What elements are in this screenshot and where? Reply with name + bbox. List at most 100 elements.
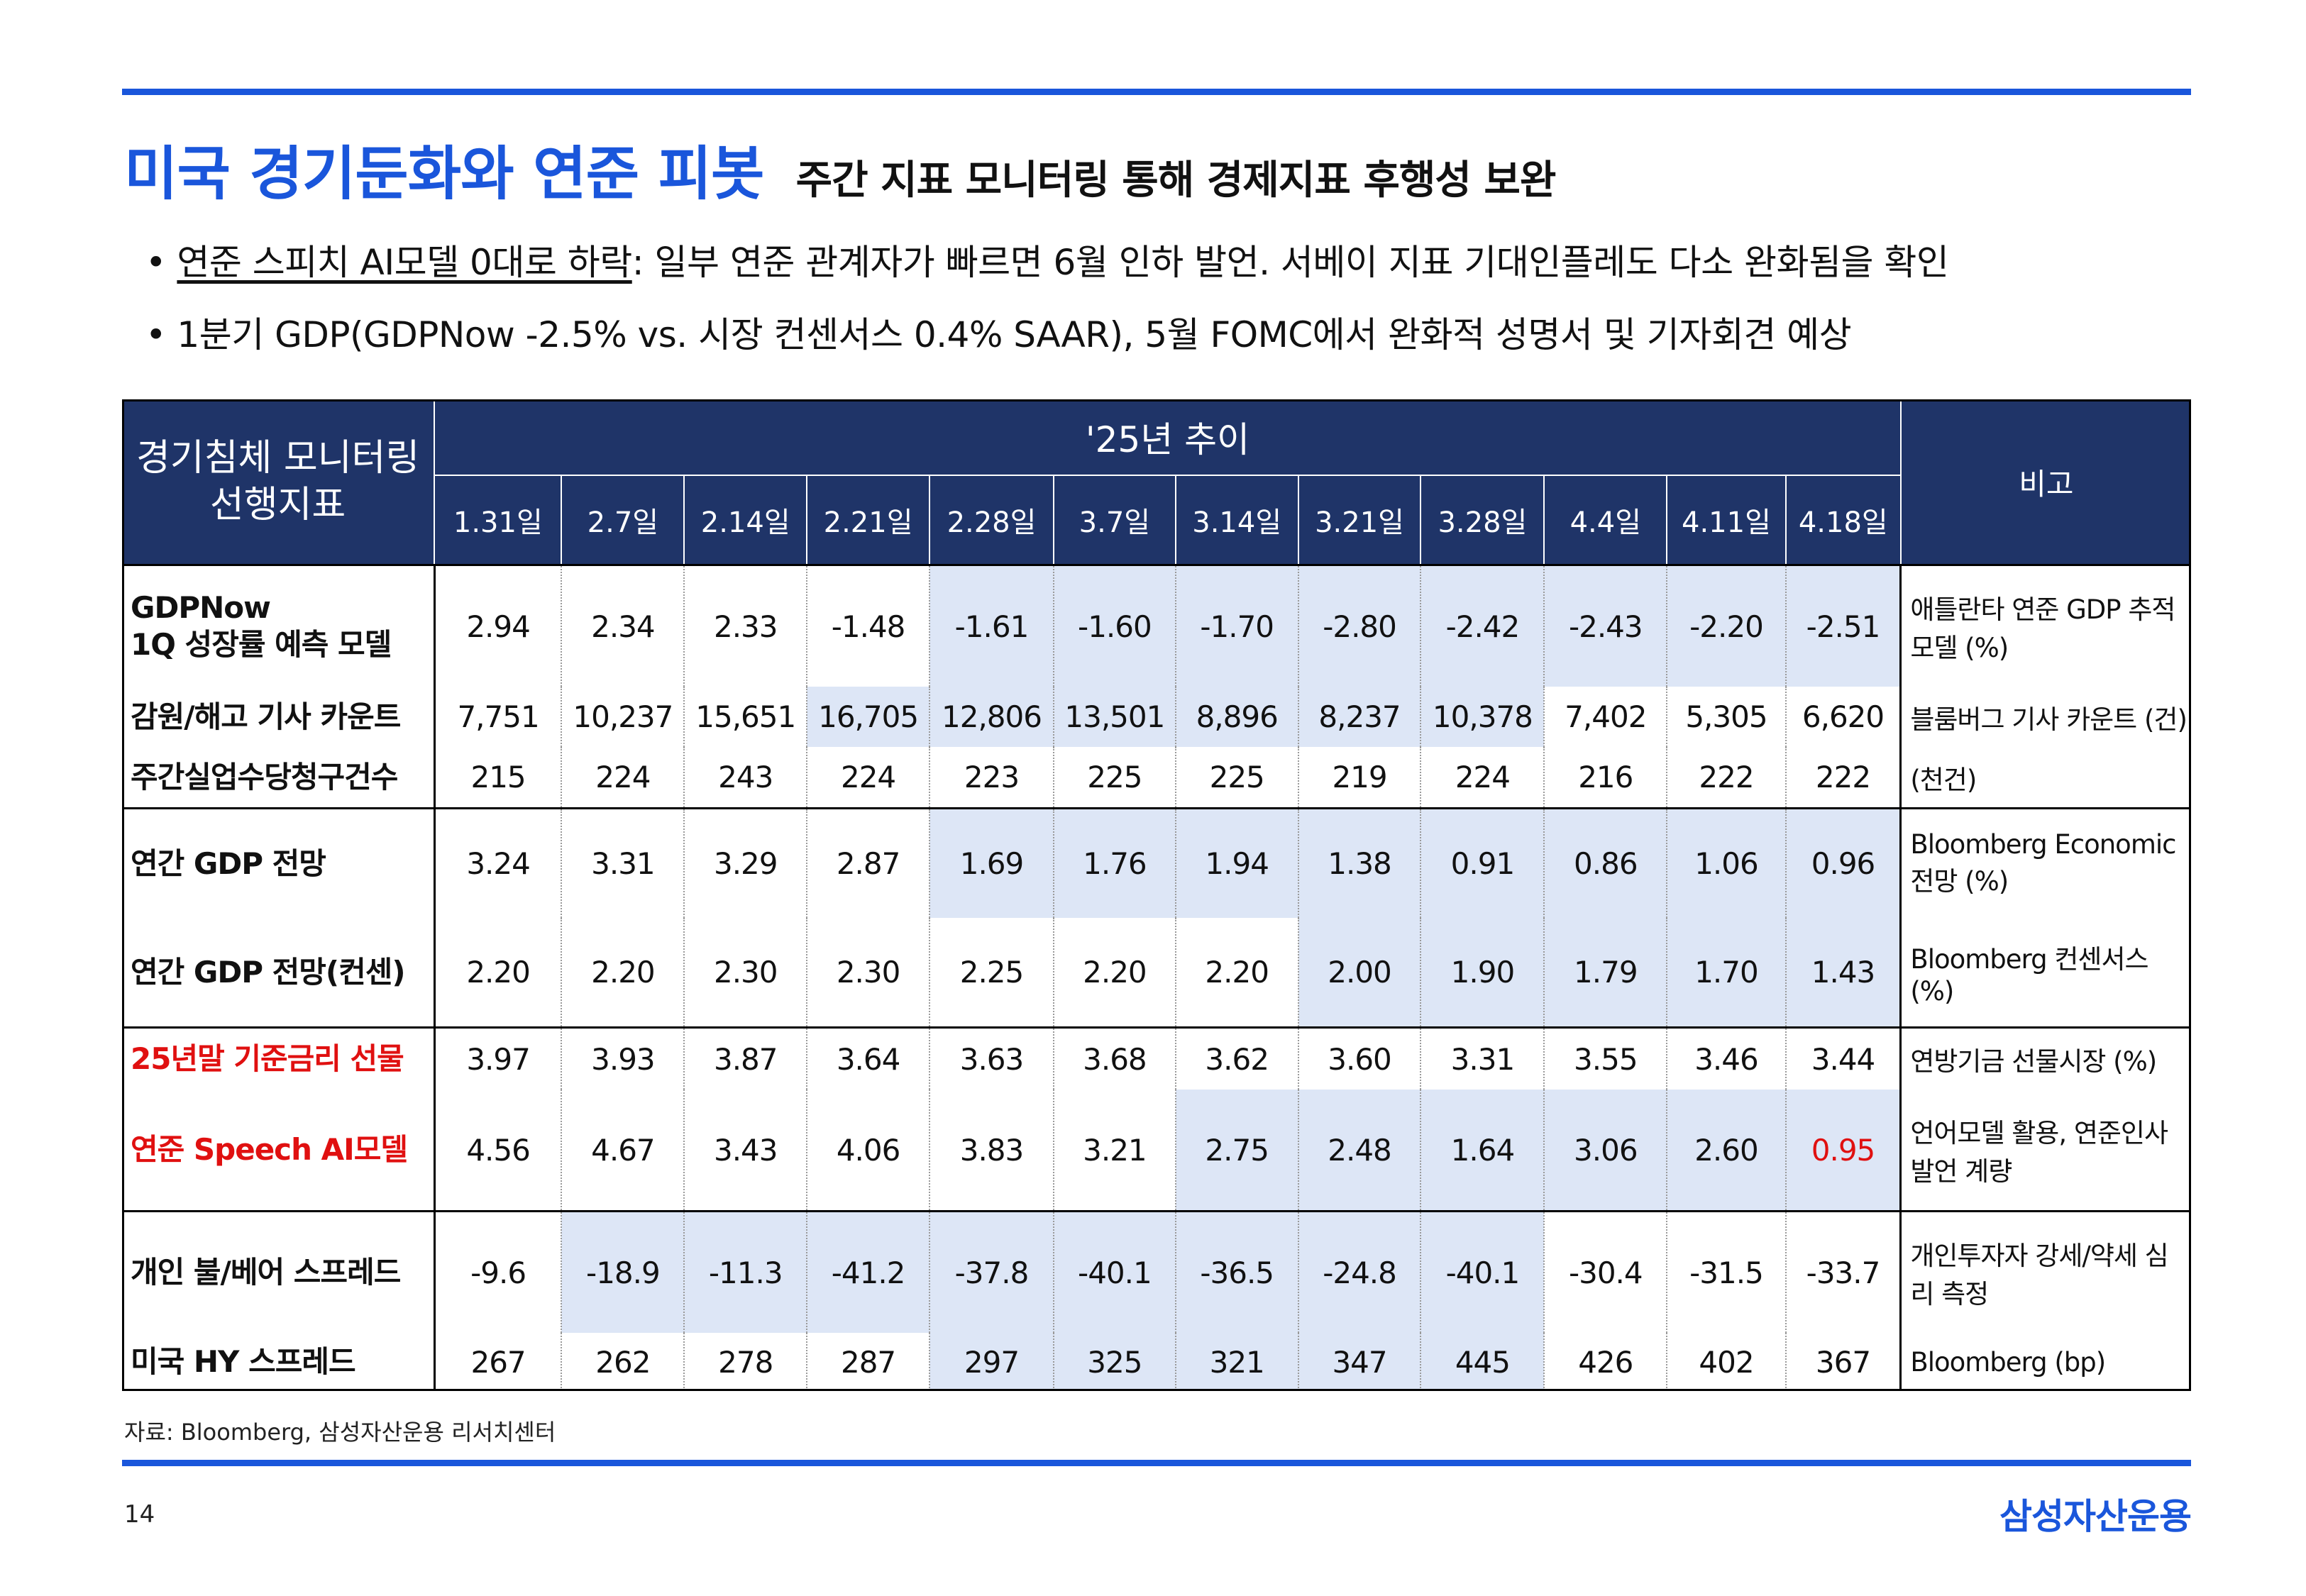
value-cell: 3.62 [1174,1026,1298,1090]
value-cell: -40.1 [1053,1210,1176,1334]
value-cell: 3.06 [1543,1089,1667,1212]
value-cell: 2.30 [806,918,929,1028]
table-row: 주간실업수당청구건수 215 224 243 224 223 225 225 219 224 216… [122,746,2191,809]
value-cell: -30.4 [1543,1210,1667,1334]
value-cell: 8,237 [1297,687,1421,747]
date-header: 4.11일 [1666,475,1786,565]
value-cell: 224 [806,746,929,809]
value-cell: 2.34 [561,564,685,687]
table-body: GDPNow 1Q 성장률 예측 모델 2.94 2.34 2.33 -1.48 -1.61… [122,564,2191,1391]
value-cell: 3.46 [1666,1026,1786,1090]
value-cell: 1.38 [1297,807,1421,919]
value-cell: -2.51 [1784,564,1902,687]
value-cell: 3.64 [806,1026,929,1090]
value-cell: 5,305 [1666,687,1786,747]
value-cell: 2.30 [683,918,807,1028]
value-cell: 2.60 [1666,1089,1786,1212]
value-cell: 1.76 [1053,807,1176,919]
date-header: 3.7일 [1053,475,1176,565]
indicator-label: 25년말 기준금리 선물 [122,1026,436,1090]
value-cell: 278 [683,1333,807,1391]
value-cell: 321 [1174,1333,1298,1391]
value-cell: 2.87 [806,807,929,919]
value-cell: 3.31 [1420,1026,1545,1090]
value-cell: 3.60 [1297,1026,1421,1090]
value-cell: 3.68 [1053,1026,1176,1090]
title-subtitle: 주간 지표 모니터링 통해 경제지표 후행성 보완 [795,157,1557,204]
indicator-label: 연간 GDP 전망(컨센) [122,918,436,1028]
value-cell: -18.9 [561,1210,685,1334]
note-header: 비고 [1899,399,2191,565]
value-cell: -1.60 [1053,564,1176,687]
value-cell: 2.00 [1297,918,1421,1028]
indicator-label: 연간 GDP 전망 [122,807,436,919]
value-cell: -36.5 [1174,1210,1298,1334]
company-logo: 삼성자산운용 [1999,1496,2192,1537]
value-cell: 3.55 [1543,1026,1667,1090]
value-cell: 1.90 [1420,918,1545,1028]
value-cell: 16,705 [806,687,929,747]
value-cell: 2.94 [434,564,562,687]
value-cell: 219 [1297,746,1421,809]
bullet-2: • 1분기 GDP(GDPNow -2.5% vs. 시장 컨센서스 0.4% … [145,314,1852,355]
value-cell: 3.93 [561,1026,685,1090]
value-cell: 222 [1666,746,1786,809]
value-cell: 222 [1784,746,1902,809]
value-cell: -1.70 [1174,564,1298,687]
page-title: 미국 경기둔화와 연준 피봇 주간 지표 모니터링 통해 경제지표 후행성 보완 [124,126,1557,211]
note-cell: 연방기금 선물시장 (%) [1900,1026,2191,1090]
date-header: 2.7일 [561,475,685,565]
bottom-rule [122,1460,2191,1466]
value-cell: 297 [929,1333,1054,1391]
indicator-label: 주간실업수당청구건수 [122,746,436,809]
bullet-2-text: 1분기 GDP(GDPNow -2.5% vs. 시장 컨센서스 0.4% SA… [177,314,1852,355]
value-cell: 10,378 [1420,687,1545,747]
value-cell: 2.20 [1174,918,1298,1028]
value-cell: 13,501 [1053,687,1176,747]
value-cell: 426 [1543,1333,1667,1391]
value-cell: 224 [561,746,685,809]
date-header: 3.21일 [1297,475,1421,565]
note-cell: Bloomberg 컨센서스 (%) [1910,944,2148,1007]
value-cell: 3.63 [929,1026,1054,1090]
value-cell: 367 [1784,1333,1902,1391]
date-header: 3.14일 [1174,475,1298,565]
value-cell: 225 [1174,746,1298,809]
value-cell: 4.67 [561,1089,685,1212]
value-cell: 1.70 [1666,918,1786,1028]
value-cell: 4.06 [806,1089,929,1212]
date-header: 3.28일 [1420,475,1545,565]
value-cell: 0.86 [1543,807,1667,919]
value-cell: 8,896 [1174,687,1298,747]
value-cell: 262 [561,1333,685,1391]
value-cell: 15,651 [683,687,807,747]
value-cell: -2.20 [1666,564,1786,687]
date-header: 2.21일 [806,475,929,565]
value-cell: 3.97 [434,1026,562,1090]
indicator-label: 감원/해고 기사 카운트 [122,687,436,747]
value-cell: 1.94 [1174,807,1298,919]
value-cell: -2.43 [1543,564,1667,687]
table-row: GDPNow 1Q 성장률 예측 모델 2.94 2.34 2.33 -1.48 -1.61… [122,564,2191,687]
value-cell: 347 [1297,1333,1421,1391]
indicator-table: 경기침체 모니터링 선행지표 '25년 추이 비고 1.31일 2.7일 2.14일… [122,399,2191,1391]
value-cell: 3.83 [929,1089,1054,1212]
value-cell: -37.8 [929,1210,1054,1334]
value-cell: 7,402 [1543,687,1667,747]
indicator-label: GDPNow 1Q 성장률 예측 모델 [122,564,436,687]
note-cell: Bloomberg Economic 전망 (%) [1900,807,2191,919]
value-cell: 3.24 [434,807,562,919]
value-cell: -2.80 [1297,564,1421,687]
value-cell: 3.44 [1784,1026,1902,1090]
value-cell: 10,237 [561,687,685,747]
table-row: 연간 GDP 전망 3.24 3.31 3.29 2.87 1.69 1.76 1.94 1.3… [122,807,2191,919]
note-cell: 블룸버그 기사 카운트 (건) [1910,704,2188,735]
value-cell: -31.5 [1666,1210,1786,1334]
value-cell: 267 [434,1333,562,1391]
value-cell: -33.7 [1784,1210,1902,1334]
bullet-1-underlined: 연준 스피치 AI모델 0대로 하락 [177,242,632,283]
value-cell: 225 [1053,746,1176,809]
value-cell: 4.56 [434,1089,562,1212]
value-cell: 2.20 [561,918,685,1028]
value-cell: 216 [1543,746,1667,809]
